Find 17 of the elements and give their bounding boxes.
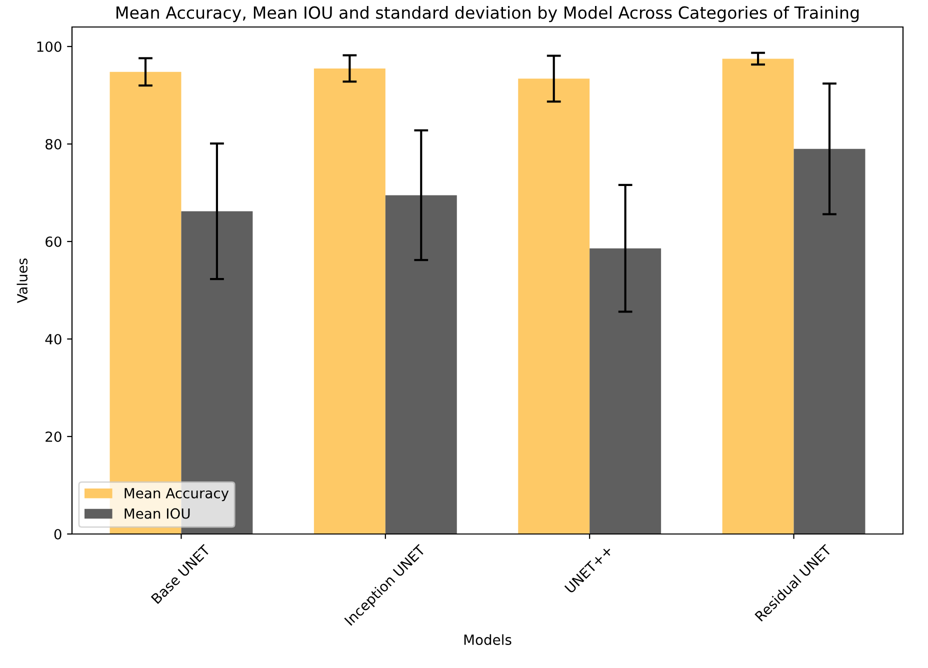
y-tick-label: 80: [46, 138, 62, 150]
y-tick-label: 60: [46, 236, 62, 247]
bar: [385, 195, 457, 534]
y-tick-label: 40: [45, 334, 62, 344]
y-tick-label: 20: [46, 431, 62, 442]
bar: [590, 248, 662, 534]
y-axis-title: Values: [16, 258, 28, 304]
y-tick-label: 100: [37, 41, 62, 52]
y-tick-label: 0: [54, 528, 62, 540]
bar: [794, 148, 866, 534]
x-axis-title: Models: [464, 634, 512, 646]
bar: [722, 58, 794, 534]
legend-label: Mean IOU: [124, 508, 190, 519]
chart-title: Mean Accuracy, Mean IOU and standard deviation by Model Across Categories of Training: [116, 6, 859, 22]
bar: [518, 78, 590, 534]
legend-label: Mean Accuracy: [124, 488, 229, 502]
bar: [314, 68, 386, 534]
